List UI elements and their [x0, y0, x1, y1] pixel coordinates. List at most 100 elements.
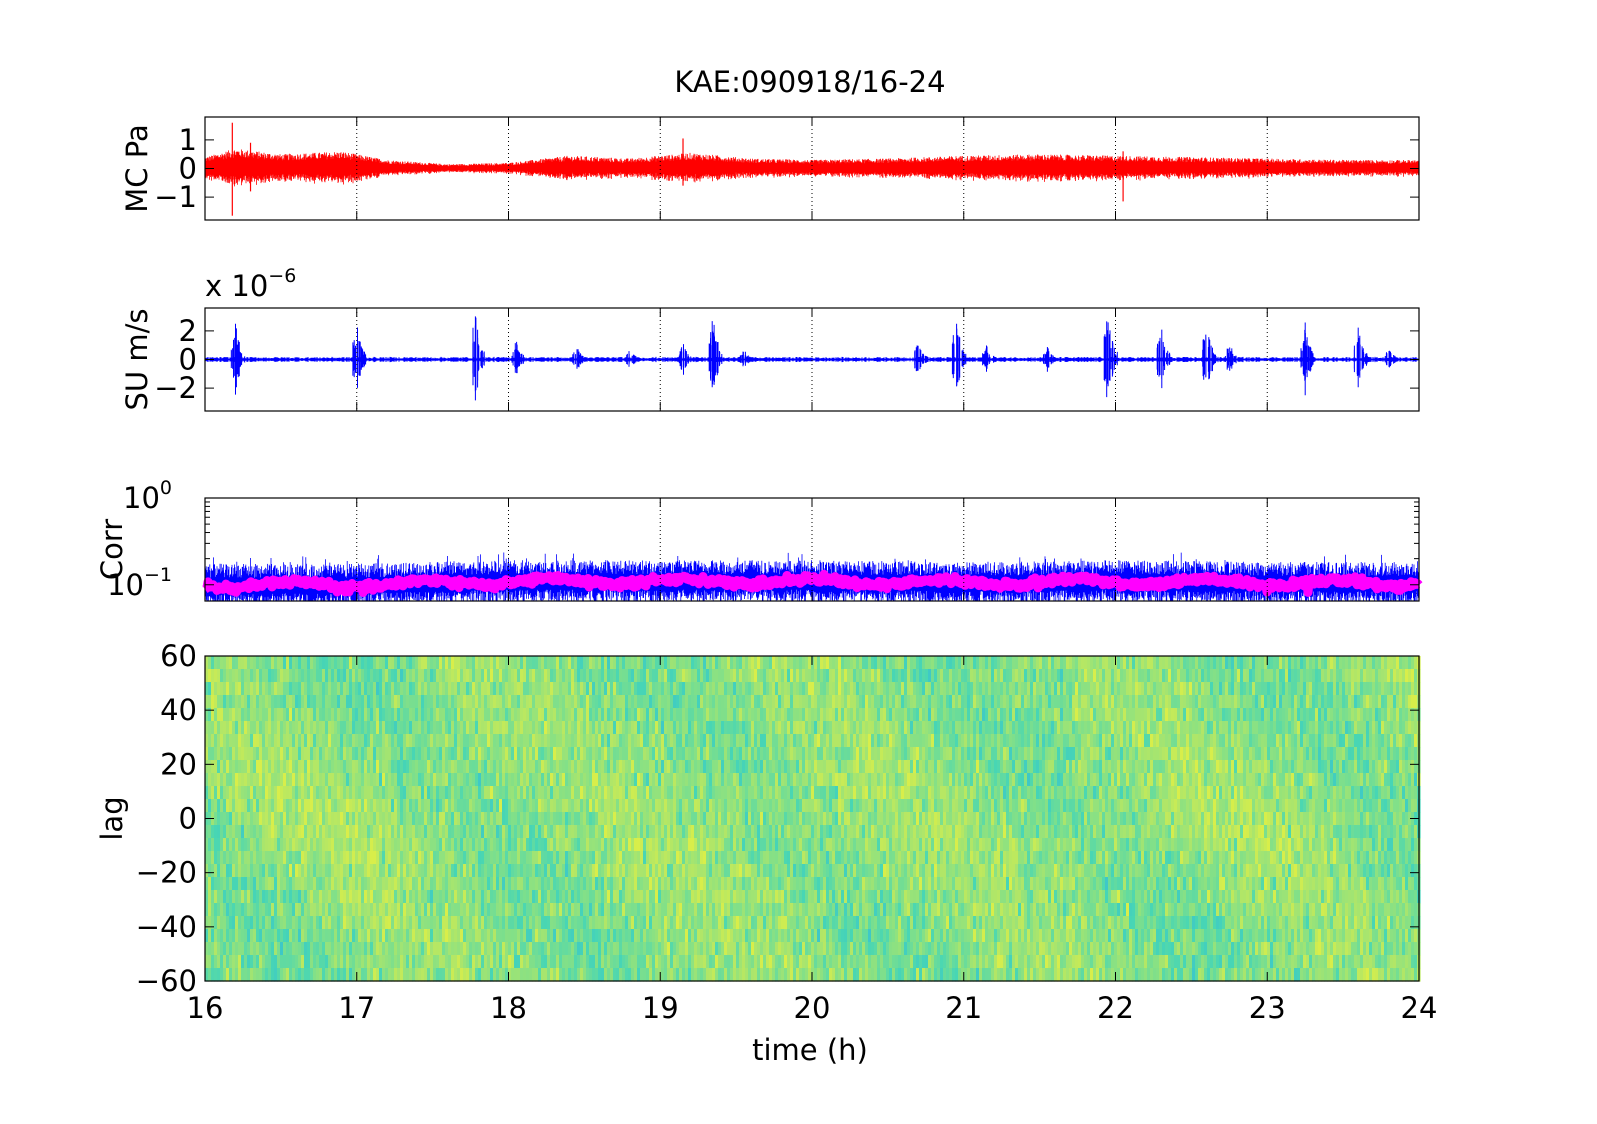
heatmap-cell: [688, 747, 692, 761]
heatmap-cell: [754, 786, 758, 800]
heatmap-cell: [637, 825, 641, 839]
heatmap-cell: [706, 968, 710, 982]
heatmap-cell: [388, 669, 392, 683]
heatmap-cell: [496, 903, 500, 917]
heatmap-cell: [538, 695, 542, 709]
heatmap-cell: [430, 903, 434, 917]
mc-ylabel: MC Pa: [120, 124, 154, 212]
heatmap-cell: [736, 877, 740, 891]
heatmap-cell: [424, 851, 428, 865]
heatmap-cell: [301, 682, 305, 696]
heatmap-cell: [673, 864, 677, 878]
heatmap-cell: [769, 942, 773, 956]
heatmap-cell: [472, 903, 476, 917]
heatmap-cell: [616, 942, 620, 956]
heatmap-cell: [529, 669, 533, 683]
heatmap-cell: [448, 812, 452, 826]
heatmap-cell: [550, 734, 554, 748]
heatmap-cell: [451, 682, 455, 696]
heatmap-cell: [289, 747, 293, 761]
heatmap-cell: [463, 851, 467, 865]
heatmap-cell: [256, 838, 260, 852]
heatmap-cell: [295, 695, 299, 709]
heatmap-cell: [268, 760, 272, 774]
heatmap-cell: [529, 721, 533, 735]
heatmap-cell: [292, 734, 296, 748]
heatmap-cell: [775, 773, 779, 787]
heatmap-cell: [706, 825, 710, 839]
heatmap-cell: [247, 799, 251, 813]
heatmap-cell: [442, 747, 446, 761]
heatmap-cell: [307, 942, 311, 956]
heatmap-cell: [382, 955, 386, 969]
heatmap-cell: [370, 968, 374, 982]
heatmap-cell: [784, 669, 788, 683]
heatmap-cell: [628, 721, 632, 735]
heatmap-cell: [727, 721, 731, 735]
heatmap-cell: [334, 721, 338, 735]
heatmap-cell: [484, 669, 488, 683]
heatmap-cell: [532, 903, 536, 917]
heatmap-cell: [541, 851, 545, 865]
heatmap-cell: [325, 942, 329, 956]
heatmap-cell: [676, 916, 680, 930]
heatmap-cell: [556, 773, 560, 787]
heatmap-cell: [523, 877, 527, 891]
heatmap-cell: [577, 695, 581, 709]
heatmap-cell: [217, 955, 221, 969]
heatmap-cell: [208, 734, 212, 748]
heatmap-cell: [679, 682, 683, 696]
heatmap-cell: [649, 955, 653, 969]
heatmap-cell: [457, 747, 461, 761]
heatmap-cell: [592, 812, 596, 826]
heatmap-cell: [610, 864, 614, 878]
heatmap-cell: [610, 916, 614, 930]
heatmap-cell: [304, 890, 308, 904]
heatmap-cell: [439, 955, 443, 969]
heatmap-cell: [610, 747, 614, 761]
heatmap-cell: [601, 851, 605, 865]
heatmap-cell: [637, 851, 641, 865]
heatmap-cell: [241, 747, 245, 761]
heatmap-cell: [565, 708, 569, 722]
heatmap-cell: [697, 903, 701, 917]
heatmap-cell: [538, 656, 542, 670]
heatmap-cell: [346, 877, 350, 891]
heatmap-cell: [700, 669, 704, 683]
heatmap-cell: [499, 942, 503, 956]
heatmap-cell: [295, 968, 299, 982]
heatmap-cell: [277, 747, 281, 761]
heatmap-cell: [718, 656, 722, 670]
heatmap-cell: [307, 760, 311, 774]
heatmap-cell: [592, 656, 596, 670]
heatmap-cell: [526, 682, 530, 696]
heatmap-cell: [520, 682, 524, 696]
heatmap-cell: [487, 929, 491, 943]
heatmap-cell: [277, 812, 281, 826]
heatmap-cell: [778, 799, 782, 813]
heatmap-cell: [445, 955, 449, 969]
heatmap-cell: [592, 851, 596, 865]
heatmap-cell: [637, 890, 641, 904]
heatmap-cell: [541, 708, 545, 722]
heatmap-cell: [247, 903, 251, 917]
heatmap-cell: [523, 955, 527, 969]
heatmap-cell: [679, 825, 683, 839]
heatmap-cell: [352, 825, 356, 839]
heatmap-cell: [616, 760, 620, 774]
heatmap-cell: [280, 721, 284, 735]
heatmap-cell: [457, 760, 461, 774]
heatmap-cell: [406, 903, 410, 917]
heatmap-cell: [235, 812, 239, 826]
heatmap-cell: [262, 799, 266, 813]
heatmap-cell: [583, 916, 587, 930]
heatmap-cell: [508, 799, 512, 813]
heatmap-cell: [553, 890, 557, 904]
heatmap-cell: [418, 942, 422, 956]
heatmap-cell: [445, 903, 449, 917]
heatmap-cell: [445, 825, 449, 839]
heatmap-cell: [262, 929, 266, 943]
heatmap-cell: [655, 838, 659, 852]
heatmap-cell: [712, 968, 716, 982]
heatmap-cell: [208, 968, 212, 982]
